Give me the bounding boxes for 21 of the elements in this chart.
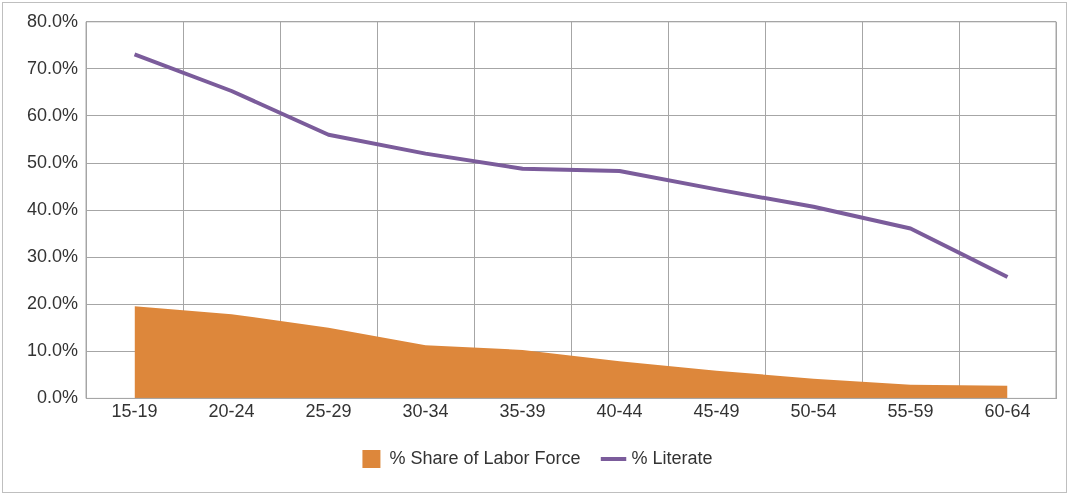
y-tick-label: 60.0%	[26, 104, 79, 125]
x-tick-label: 35-39	[499, 401, 546, 422]
x-tick-label: 45-49	[693, 401, 740, 422]
x-tick-label: 30-34	[402, 401, 449, 422]
y-tick-label: 40.0%	[26, 199, 79, 220]
legend-label: % Share of Labor Force	[389, 447, 581, 468]
x-tick-label: 60-64	[984, 401, 1031, 422]
x-tick-label: 55-59	[887, 401, 934, 422]
x-tick-label: 15-19	[111, 401, 158, 422]
legend-label: % Literate	[631, 447, 713, 468]
y-tick-label: 20.0%	[26, 293, 79, 314]
x-tick-label: 50-54	[790, 401, 837, 422]
y-tick-label: 10.0%	[26, 340, 79, 361]
x-tick-label: 40-44	[596, 401, 643, 422]
y-tick-label: 80.0%	[26, 10, 79, 31]
y-tick-label: 30.0%	[26, 246, 79, 267]
x-tick-label: 25-29	[305, 401, 352, 422]
y-tick-label: 70.0%	[26, 57, 79, 78]
y-tick-label: 50.0%	[26, 151, 79, 172]
y-tick-label: 0.0%	[37, 387, 79, 408]
x-tick-label: 20-24	[208, 401, 255, 422]
